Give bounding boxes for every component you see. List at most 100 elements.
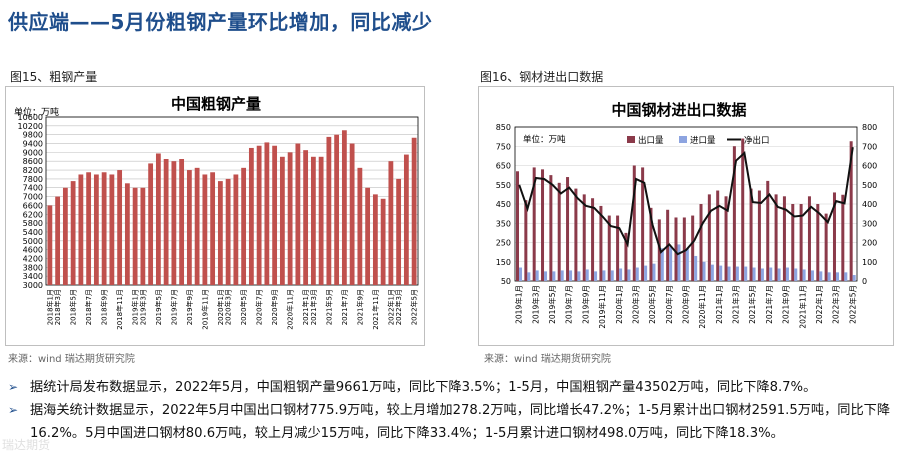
bar [171,161,177,285]
bar [279,156,285,285]
x-tick-label: 2019年5月 [547,285,557,324]
x-tick-label: 2021年11月 [371,289,380,330]
import-bar [685,248,689,281]
x-tick-label: 2020年9月 [681,285,691,324]
bullet-text-1: 据统计局发布数据显示，2022年5月，中国粗钢产量9661万吨，同比下降3.5%… [30,380,817,395]
import-bar [852,275,856,281]
x-tick-label: 2018年7月 [84,289,93,325]
import-bar [810,270,814,281]
import-bar [777,268,781,281]
y-tick-label: 7400 [23,184,43,193]
import-bar [577,271,581,281]
export-bar [682,217,686,281]
import-bar [660,248,664,281]
x-tick-label: 2019年11月 [597,285,607,329]
y-tick-label-right: 300 [862,219,877,228]
export-bar [691,215,695,281]
export-bar [541,169,545,281]
bar [155,153,161,285]
import-bar [752,267,756,281]
x-tick-label: 2021年3月 [731,285,741,324]
import-bar [635,267,639,281]
bullet-list: ➢ 据统计局发布数据显示，2022年5月，中国粗钢产量9661万吨，同比下降3.… [8,376,893,445]
x-tick-label: 2019年7月 [169,289,178,325]
x-tick-label: 2019年7月 [564,285,574,324]
bar [303,150,309,285]
y-tick-label: 3400 [23,272,43,281]
fig15-frame: 中国粗钢产量 单位：万吨 3000 3400 3800 4200 4600 5000 5400 5… [5,86,425,346]
export-bar [782,196,786,281]
y-tick-label: 5000 [23,237,43,246]
x-tick-label: 2019年1月 [514,285,524,324]
fig16-frame: 中国钢材进出口数据 50 150 250 350 450 550 650 750 850 0 100 2… [478,86,894,346]
bullet-marker-icon: ➢ [8,403,19,417]
chart-title: 中国粗钢产量 [171,95,261,113]
y-tick-label: 3800 [23,263,43,272]
export-bar [524,200,528,281]
import-bar [527,272,531,281]
export-bar [557,182,561,281]
y-tick-label: 8600 [23,157,43,166]
export-bar [807,196,811,281]
export-bar [632,165,636,281]
export-bar [624,232,628,281]
bar [179,159,185,285]
bar [210,172,216,285]
import-bar [544,271,548,281]
x-tick-label: 2020年1月 [216,289,225,325]
legend-label: 出口量 [638,135,664,146]
y-tick-label: 6600 [23,201,43,210]
import-bar [519,267,523,281]
export-bar [599,205,603,281]
x-tick-label: 2019年9月 [185,289,194,325]
y-tick-label: 6200 [23,210,43,219]
export-bar [799,204,803,281]
y-tick-label: 9000 [23,148,43,157]
bar [372,194,378,285]
export-bar [791,204,795,281]
bar [334,134,340,285]
export-bar [657,219,661,281]
x-tick-label: 2020年3月 [630,285,640,324]
import-bar [744,266,748,281]
x-tick-label: 2018年11月 [115,289,124,330]
x-tick-label: 2022年1月 [814,285,824,324]
y-tick-label-left: 50 [501,277,511,286]
x-tick-label: 2019年5月 [154,289,163,325]
export-bar [824,213,828,281]
y-tick-label-left: 550 [496,181,511,190]
bar [140,187,146,285]
x-tick-label: 2021年5月 [747,285,757,324]
import-bar [669,246,673,281]
x-tick-label: 2021年1月 [714,285,724,324]
export-bar [566,177,570,281]
import-bar [760,268,764,281]
y-tick-label-left: 450 [496,200,511,209]
bar [272,145,278,285]
bullet-marker-icon: ➢ [8,380,19,394]
bar [62,187,68,285]
import-bar [769,267,773,281]
export-bar [699,204,703,281]
import-bar [569,270,573,281]
bar [396,178,402,285]
import-bar [644,265,648,281]
unit-label: 单位：万吨 [523,134,566,145]
y-tick-label: 5400 [23,228,43,237]
slide-title: 供应端——5月份粗钢产量环比增加，同比减少 [8,10,433,34]
export-bar [707,194,711,281]
export-bar [832,192,836,281]
steel-trade-chart: 中国钢材进出口数据 50 150 250 350 450 550 650 750 850 0 100 2… [496,101,878,329]
export-bar [532,167,536,281]
x-tick-label: 2020年9月 [270,289,279,325]
x-tick-label: 2021年7月 [764,285,774,324]
bullet-text-2: 据海关统计数据显示，2022年5月中国出口钢材775.9万吨，较上月增加278.… [30,403,891,441]
import-bar [827,272,831,281]
export-bar [741,138,745,281]
y-tick-label: 5800 [23,219,43,228]
bar [411,137,417,285]
y-tick-label-right: 700 [862,142,877,151]
export-bar [849,141,853,281]
import-bar [535,270,539,281]
x-tick-label: 2018年9月 [100,289,109,325]
